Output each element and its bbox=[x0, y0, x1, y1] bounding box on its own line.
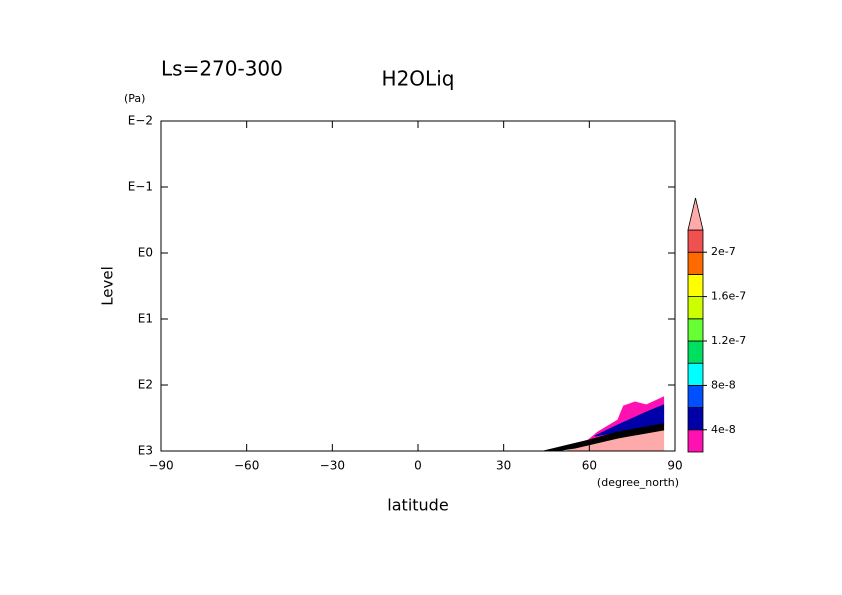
colorbar-label: 2e-7 bbox=[711, 245, 736, 258]
x-tick-label: −90 bbox=[148, 459, 173, 473]
colorbar-label: 1.6e-7 bbox=[711, 290, 746, 303]
y-tick-label: E−1 bbox=[128, 180, 153, 194]
colorbar-band bbox=[687, 296, 704, 320]
x-tick-label: 0 bbox=[414, 459, 422, 473]
colorbar-over bbox=[687, 197, 704, 231]
y-tick-label: E2 bbox=[138, 378, 153, 392]
y-tick-label: E−2 bbox=[128, 114, 153, 128]
subtitle: Ls=270-300 bbox=[161, 57, 283, 81]
plot-frame bbox=[160, 120, 676, 452]
x-tick-label: −60 bbox=[234, 459, 259, 473]
colorbar-label: 1.2e-7 bbox=[711, 334, 746, 347]
x-tick-label: 90 bbox=[667, 459, 682, 473]
colorbar-band bbox=[687, 429, 704, 453]
y-tick-label: E3 bbox=[138, 444, 153, 458]
colorbar-band bbox=[687, 384, 704, 408]
colorbar-band bbox=[687, 407, 704, 431]
y-axis-label: Level bbox=[99, 266, 117, 306]
colorbar-band bbox=[687, 318, 704, 342]
colorbar-label: 4e-8 bbox=[711, 423, 736, 436]
colorbar-band bbox=[687, 251, 704, 275]
x-tick-label: 30 bbox=[496, 459, 511, 473]
contour-region bbox=[543, 423, 665, 452]
x-axis-label: latitude bbox=[387, 496, 448, 515]
colorbar-label: 8e-8 bbox=[711, 378, 736, 391]
colorbar-band bbox=[687, 340, 704, 364]
colorbar-band bbox=[687, 362, 704, 386]
y-unit: (Pa) bbox=[124, 92, 145, 105]
x-tick-label: 60 bbox=[582, 459, 597, 473]
y-tick-label: E0 bbox=[138, 246, 153, 260]
y-tick-label: E1 bbox=[138, 312, 153, 326]
chart-title: H2OLiq bbox=[382, 67, 455, 91]
colorbar-band bbox=[687, 273, 704, 297]
colorbar-band bbox=[687, 229, 704, 253]
x-tick-label: −30 bbox=[320, 459, 345, 473]
x-unit: (degree_north) bbox=[597, 476, 679, 489]
